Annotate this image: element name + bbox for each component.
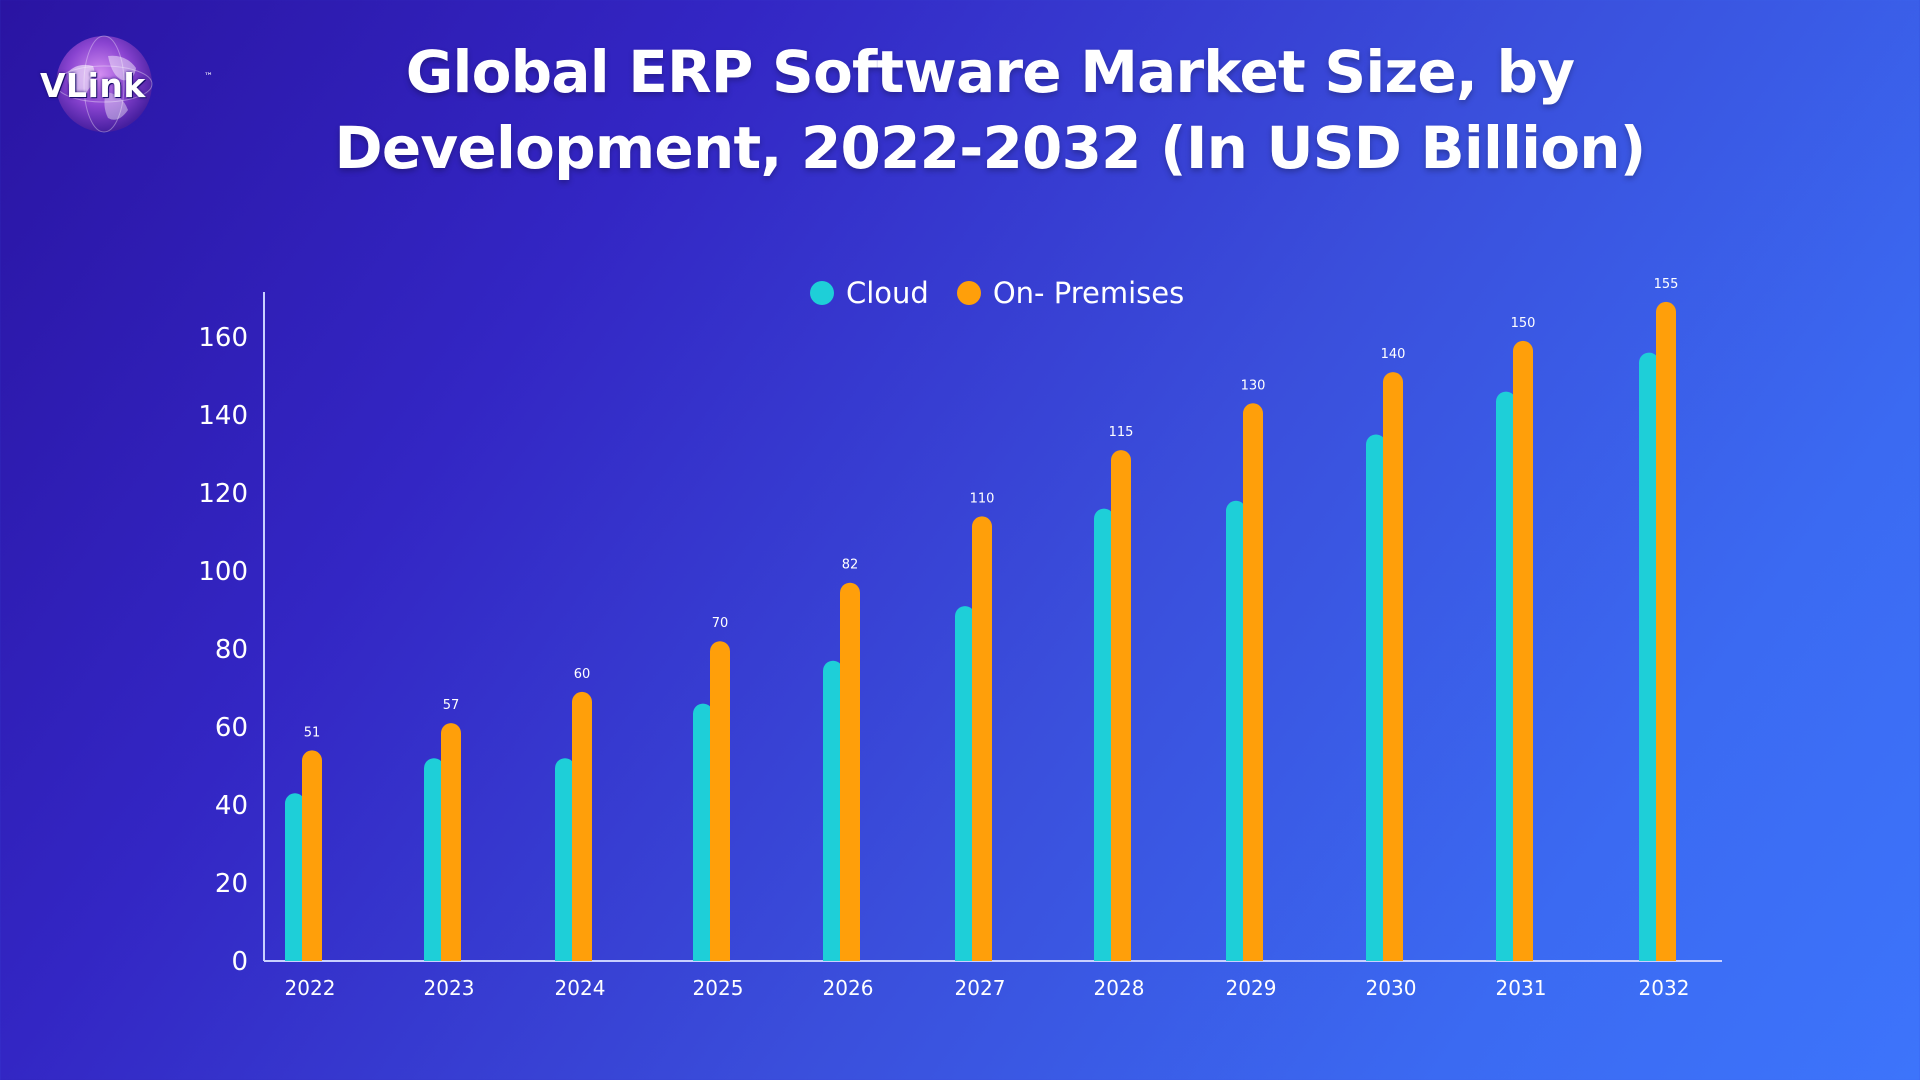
bar-on-premises [572, 691, 592, 961]
data-label-on-premises: 150 [1511, 316, 1536, 331]
y-tick-label: 140 [198, 401, 248, 431]
bar-cloud [555, 758, 575, 961]
x-tick-label: 2030 [1366, 976, 1417, 1000]
bar-on-premises [1111, 450, 1131, 961]
data-label-on-premises: 115 [1109, 425, 1134, 440]
y-tick-label: 60 [215, 713, 248, 743]
bar-on-premises [972, 516, 992, 961]
data-label-on-premises: 130 [1241, 378, 1266, 393]
y-tick-label: 0 [231, 947, 248, 977]
bar-on-premises [1243, 403, 1263, 961]
legend-item-cloud: Cloud [810, 276, 929, 310]
bar-cloud [823, 660, 843, 961]
data-label-on-premises: 57 [443, 698, 460, 713]
x-tick-label: 2022 [285, 976, 336, 1000]
x-tick-label: 2031 [1496, 976, 1547, 1000]
y-tick-label: 80 [215, 635, 248, 665]
bar-on-premises [1513, 340, 1533, 961]
chart-title: Global ERP Software Market Size, by Deve… [0, 34, 1920, 186]
x-tick-label: 2026 [823, 976, 874, 1000]
bar-cloud [1366, 434, 1386, 961]
x-tick-label: 2025 [693, 976, 744, 1000]
data-label-on-premises: 140 [1381, 347, 1406, 362]
bar-cloud [955, 606, 975, 961]
data-label-on-premises: 82 [842, 558, 859, 573]
chart-legend: Cloud On- Premises [810, 274, 1212, 312]
x-tick-label: 2028 [1094, 976, 1145, 1000]
data-label-on-premises: 110 [970, 491, 995, 506]
legend-label-on-premises: On- Premises [992, 276, 1185, 310]
bar-cloud [1496, 391, 1516, 962]
chart-title-line-1: Global ERP Software Market Size, by [405, 38, 1575, 106]
bar-cloud [1639, 352, 1659, 961]
legend-swatch-cloud [810, 281, 834, 305]
legend-label-cloud: Cloud [846, 276, 929, 310]
bar-on-premises [710, 641, 730, 961]
data-label-on-premises: 155 [1654, 277, 1679, 292]
legend-swatch-on-premises [956, 281, 981, 305]
bar-cloud [693, 703, 713, 961]
trademark-symbol: ™ [204, 72, 213, 82]
y-tick-label: 20 [215, 869, 248, 899]
x-tick-label: 2024 [555, 976, 606, 1000]
bar-cloud [1226, 500, 1246, 961]
bar-cloud [285, 793, 305, 961]
globe-icon [55, 35, 153, 133]
y-tick-label: 160 [198, 323, 248, 353]
x-tick-label: 2029 [1226, 976, 1277, 1000]
x-tick-label: 2032 [1639, 976, 1690, 1000]
bar-cloud [424, 758, 444, 961]
data-label-on-premises: 70 [712, 616, 729, 631]
bar-on-premises [441, 723, 461, 961]
bar-on-premises [302, 750, 322, 961]
chart-title-line-2: Development, 2022-2032 (In USD Billion) [334, 114, 1647, 182]
logo-wordmark: VLink [40, 66, 146, 105]
y-tick-label: 40 [215, 791, 248, 821]
x-tick-label: 2023 [424, 976, 475, 1000]
bar-on-premises [840, 582, 860, 961]
y-tick-label: 120 [198, 479, 248, 509]
y-tick-label: 100 [198, 557, 248, 587]
data-label-on-premises: 51 [304, 725, 321, 740]
x-tick-label: 2027 [955, 976, 1006, 1000]
bar-on-premises [1383, 372, 1403, 961]
vlink-logo: VLink ™ [38, 32, 213, 142]
bar-cloud [1094, 508, 1114, 961]
data-label-on-premises: 60 [574, 667, 591, 682]
bar-on-premises [1656, 301, 1676, 961]
legend-item-on-premises: On- Premises [956, 276, 1185, 310]
